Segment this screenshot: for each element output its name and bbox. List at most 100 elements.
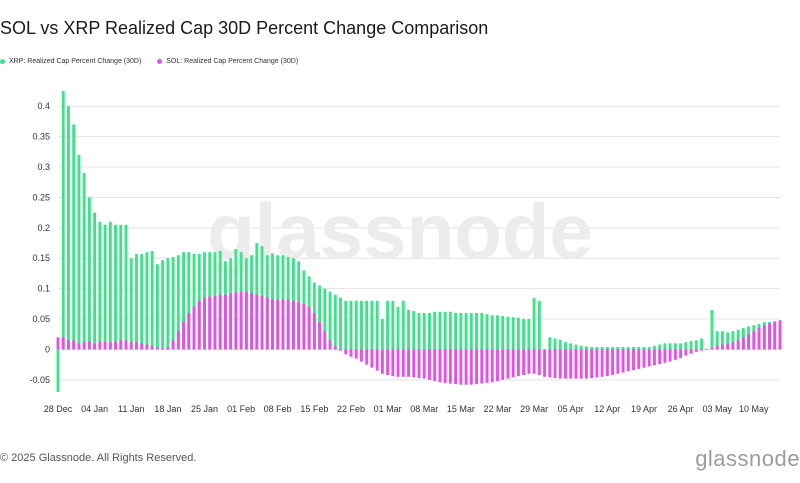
xrp-bar	[616, 347, 620, 350]
sol-bar	[265, 297, 269, 350]
sol-bar	[616, 349, 620, 374]
xrp-bar	[621, 347, 625, 350]
legend-swatch-sol	[157, 59, 163, 64]
xrp-bar	[166, 258, 170, 350]
xrp-bar	[87, 197, 91, 350]
sol-bar	[590, 349, 594, 379]
xrp-bar	[443, 311, 447, 350]
sol-bar	[339, 349, 342, 351]
sol-bar	[140, 343, 144, 350]
xrp-bar	[438, 311, 442, 350]
sol-bar	[762, 325, 766, 350]
xrp-bar	[119, 224, 123, 350]
xrp-bar	[344, 300, 348, 350]
xrp-bar	[448, 311, 452, 350]
legend-item-sol[interactable]: SOL: Realized Cap Percent Change (30D)	[157, 58, 298, 65]
xrp-bar	[349, 300, 353, 350]
sol-bar	[360, 349, 363, 362]
sol-bar	[516, 349, 520, 377]
chart-title: SOL vs XRP Realized Cap 30D Percent Chan…	[0, 18, 489, 38]
xrp-bar	[67, 106, 70, 350]
xrp-bar	[360, 300, 363, 350]
sol-bar	[553, 349, 557, 379]
xrp-bar	[161, 260, 165, 350]
xrp-bar	[611, 347, 615, 350]
sol-bar	[496, 349, 499, 382]
x-tick-label: 10 May	[739, 404, 769, 414]
x-tick-label: 04 Jan	[81, 404, 108, 414]
legend-item-xrp[interactable]: XRP: Realized Cap Percent Change (30D)	[0, 58, 141, 65]
sol-bar	[684, 349, 688, 356]
xrp-bar	[605, 347, 609, 350]
xrp-bar	[370, 300, 374, 350]
xrp-bar	[93, 212, 97, 350]
sol-bar	[234, 292, 238, 350]
x-tick-label: 26 Apr	[668, 404, 694, 414]
sol-bar	[433, 349, 437, 382]
sol-bar	[564, 349, 567, 379]
sol-bar	[611, 349, 615, 375]
sol-bar	[569, 349, 573, 379]
xrp-bar	[61, 91, 65, 350]
sol-bar	[417, 349, 421, 379]
xrp-bar	[365, 300, 369, 350]
sol-bar	[407, 349, 410, 377]
sol-bar	[323, 331, 327, 350]
sol-bar	[438, 349, 442, 383]
x-tick-label: 19 Apr	[631, 404, 657, 414]
sol-bar	[328, 340, 332, 350]
sol-bar	[506, 349, 510, 379]
xrp-bar	[428, 312, 431, 350]
sol-bar	[448, 349, 452, 384]
sol-bar	[459, 349, 463, 385]
sol-bar	[155, 347, 159, 350]
xrp-bar	[653, 345, 656, 350]
xrp-bar	[108, 221, 112, 350]
sol-bar	[621, 349, 625, 373]
xrp-bar	[490, 315, 494, 350]
y-tick-label: 0.4	[37, 101, 50, 111]
x-axis-ticks: 28 Dec 04 Jan 11 Jan 18 Jan 25 Jan 01 Feb 08 F…	[44, 404, 769, 414]
sol-bar	[464, 349, 468, 385]
sol-bar	[208, 296, 212, 350]
legend-label-sol: SOL: Realized Cap Percent Change (30D)	[166, 58, 299, 65]
sol-bar	[579, 349, 583, 379]
xrp-bar	[103, 224, 107, 350]
sol-bar	[119, 340, 123, 350]
sol-bar	[726, 343, 730, 350]
sol-bar	[375, 349, 379, 371]
sol-bar	[271, 298, 274, 350]
xrp-bar	[736, 329, 740, 350]
sol-bar	[135, 342, 138, 350]
xrp-bar	[496, 315, 499, 350]
sol-bar	[715, 345, 719, 350]
sol-bar	[244, 291, 248, 350]
xrp-bar	[318, 285, 322, 350]
sol-bar	[171, 340, 175, 350]
sol-bar	[469, 349, 473, 385]
sol-bar	[250, 292, 254, 350]
sol-bar	[401, 349, 405, 377]
xrp-bar	[658, 344, 662, 350]
sol-bar	[72, 340, 76, 350]
sol-bar	[689, 349, 693, 354]
xrp-bar	[527, 319, 531, 350]
sol-bar	[663, 349, 667, 363]
sol-bar	[187, 312, 191, 350]
sol-bar	[150, 345, 154, 350]
xrp-bar	[564, 342, 567, 350]
sol-bar	[642, 349, 646, 368]
sol-bar	[721, 344, 724, 350]
sol-bar	[103, 342, 107, 350]
sol-bar	[700, 349, 703, 351]
xrp-bar	[469, 312, 473, 350]
sol-bar	[548, 349, 552, 378]
y-tick-label: 0.05	[32, 314, 50, 324]
y-tick-label: 0.1	[37, 284, 50, 294]
y-tick-label: -0.05	[29, 375, 50, 385]
sol-bar	[422, 349, 426, 379]
xrp-bar	[114, 224, 117, 350]
chart-area: glassnode 0.4 0.35 0.3 0.25 0.2 0.15 0.1 0.05 0 -…	[29, 91, 782, 414]
sol-bar	[679, 349, 683, 358]
x-tick-label: 22 Mar	[483, 404, 511, 414]
